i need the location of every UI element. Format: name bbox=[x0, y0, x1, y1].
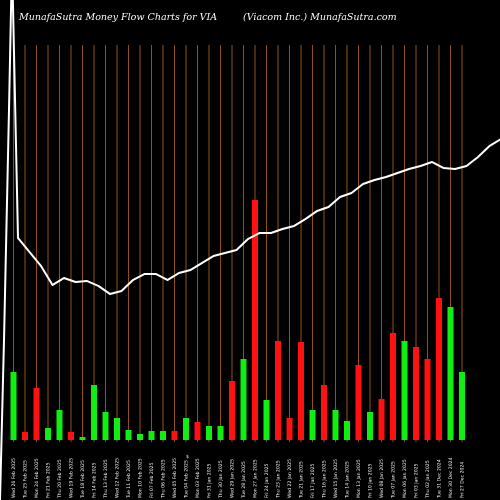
x-tick-label: Thu 02 Jan 2025 bbox=[425, 460, 431, 499]
x-tick-label: Fri 21 Feb 2025 bbox=[46, 462, 52, 498]
x-tick-label: Mon 30 Dec 2024 bbox=[448, 457, 454, 498]
bar bbox=[436, 298, 442, 440]
x-tick-label: Fri 17 Jan 2025 bbox=[310, 463, 316, 498]
bar bbox=[447, 307, 454, 440]
bar bbox=[252, 200, 258, 440]
x-tick-label: Fri 10 Jan 2025 bbox=[368, 463, 374, 498]
x-tick-label: Fri 24 Jan 2025 bbox=[264, 463, 270, 498]
bar bbox=[321, 385, 327, 440]
bar bbox=[194, 422, 201, 440]
bar bbox=[390, 333, 396, 440]
x-tick-label: Tue 14 Jan 2025 bbox=[345, 461, 351, 499]
x-tick-label: Wed 15 Jan 2025 bbox=[333, 459, 339, 498]
bar bbox=[137, 434, 143, 440]
x-tick-label: Mon 27 Jan 2025 bbox=[253, 459, 259, 498]
bar bbox=[206, 426, 212, 440]
bar bbox=[68, 432, 74, 440]
bar bbox=[148, 431, 155, 440]
x-tick-label: Wed 22 Jan 2025 bbox=[287, 459, 293, 498]
x-tick-label: Wed 19 Feb 2025 bbox=[69, 458, 75, 498]
x-tick-label: Tue 25 Feb 2025 bbox=[23, 460, 29, 499]
bar bbox=[286, 418, 293, 440]
bar bbox=[22, 432, 28, 440]
x-tick-label: Tue 04 Feb 2025 bbox=[184, 460, 190, 499]
x-tick-label: Thu 16 Jan 2025 bbox=[322, 460, 328, 499]
bar bbox=[125, 430, 132, 440]
bar bbox=[56, 410, 63, 440]
bar bbox=[459, 372, 465, 440]
bar bbox=[229, 381, 235, 440]
x-tick-label: Fri 31 Jan 2025 bbox=[207, 463, 213, 498]
x-tick-label: Wed 29 Jan 2025 bbox=[230, 459, 236, 498]
chart-title-right: (Viacom Inc.) MunafaSutra.com bbox=[243, 12, 397, 23]
bar bbox=[332, 410, 339, 440]
bar bbox=[355, 365, 362, 440]
bar bbox=[160, 431, 166, 440]
bar bbox=[309, 410, 316, 440]
bar bbox=[183, 418, 189, 440]
bars bbox=[10, 200, 465, 440]
x-tick-label: Wed 12 Feb 2025 bbox=[115, 458, 121, 498]
bar bbox=[298, 342, 304, 440]
x-tick-label: Mon 03 Feb 2025 bbox=[195, 458, 201, 498]
x-tick-label: Tue 28 Jan 2025 bbox=[241, 461, 247, 499]
x-tick-label: Thu 30 Jan 2025 bbox=[218, 460, 224, 499]
bar bbox=[217, 426, 224, 440]
bar bbox=[79, 437, 86, 440]
x-tick-label: Fri 14 Feb 2025 bbox=[92, 462, 98, 498]
x-tick-label: Tue 18 Feb 2025 bbox=[80, 460, 86, 499]
bar bbox=[91, 385, 97, 440]
bar bbox=[45, 428, 51, 440]
bar bbox=[263, 400, 270, 440]
chart-title-left: MunafaSutra Money Flow Charts for VIA bbox=[18, 12, 217, 23]
bar bbox=[10, 372, 17, 440]
bar bbox=[413, 347, 419, 440]
x-tick-label: Mon 24 Feb 2025 bbox=[34, 458, 40, 498]
x-tick-label: Wed 08 Jan 2025 bbox=[379, 459, 385, 498]
bar bbox=[114, 418, 120, 440]
bar bbox=[240, 359, 247, 440]
x-tick-label: Thu 23 Jan 2025 bbox=[276, 460, 282, 499]
x-tick-label: Wed 26 Feb 2025 bbox=[11, 458, 17, 498]
x-tick-label: Mon 06 Jan 2025 bbox=[402, 459, 408, 498]
bar bbox=[424, 359, 431, 440]
x-tick-label: Mon 13 Jan 2025 bbox=[356, 459, 362, 498]
bar bbox=[275, 341, 281, 440]
x-tick-label: Fri 27 Dec 2024 bbox=[460, 462, 466, 498]
x-tick-label: Tue 31 Dec 2024 bbox=[437, 459, 443, 499]
bar bbox=[378, 399, 385, 440]
axis-center-marker: $ bbox=[186, 454, 189, 460]
x-axis-labels: Wed 26 Feb 2025 Tue 25 Feb 2025 Mon 24 Feb… bbox=[11, 457, 466, 499]
x-tick-label: Tue 11 Feb 2025 bbox=[126, 460, 132, 499]
x-tick-label: Tue 21 Jan 2025 bbox=[299, 461, 305, 499]
bar bbox=[102, 412, 109, 440]
bar bbox=[367, 412, 373, 440]
x-tick-label: Thu 20 Feb 2025 bbox=[57, 459, 63, 499]
x-tick-label: Thu 13 Feb 2025 bbox=[103, 459, 109, 499]
x-tick-label: Wed 05 Feb 2025 bbox=[172, 458, 178, 498]
x-tick-label: Fri 03 Jan 2025 bbox=[414, 463, 420, 498]
bar bbox=[171, 431, 178, 440]
bar bbox=[344, 421, 350, 440]
x-tick-label: Fri 07 Feb 2025 bbox=[149, 462, 155, 498]
x-tick-label: Tue 07 Jan 2025 bbox=[391, 461, 397, 499]
bar bbox=[401, 341, 408, 440]
x-tick-label: Mon 10 Feb 2025 bbox=[138, 458, 144, 498]
bar bbox=[33, 388, 40, 440]
x-tick-label: Thu 06 Feb 2025 bbox=[161, 459, 167, 499]
